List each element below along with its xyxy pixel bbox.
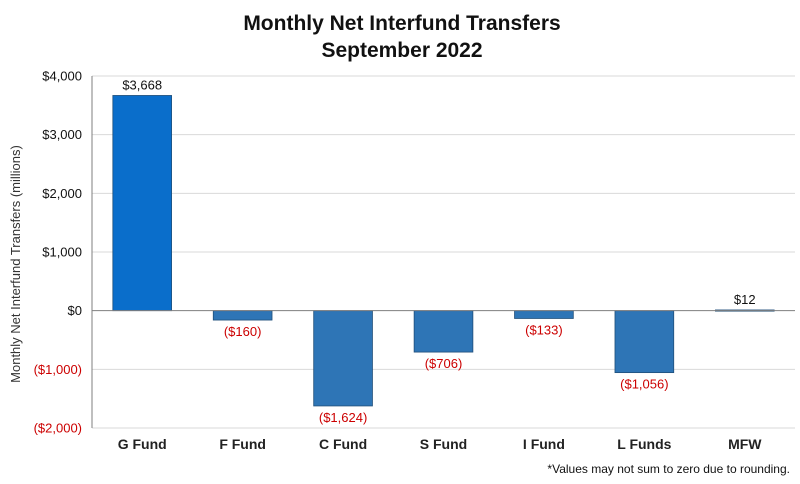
x-axis-categories: G Fund F Fund C Fund S Fund I Fund L Funds MFW	[118, 436, 763, 452]
gridlines	[92, 75, 795, 429]
x-category-label: F Fund	[219, 436, 266, 452]
y-axis-ticks: $4,000 $3,000 $2,000 $1,000 $0 ($1,000) ($2,00…	[34, 69, 82, 436]
y-tick-label: $0	[68, 303, 82, 318]
bars	[112, 95, 775, 407]
bar	[313, 310, 373, 407]
footnote: *Values may not sum to zero due to round…	[547, 462, 790, 476]
y-axis-label: Monthly Net Interfund Transfers (million…	[8, 145, 23, 383]
bar	[413, 310, 474, 353]
data-label: ($160)	[224, 324, 262, 339]
x-category-label: I Fund	[523, 436, 565, 452]
y-tick-label: $4,000	[42, 69, 82, 84]
x-category-label: MFW	[728, 436, 762, 452]
data-label: ($133)	[525, 322, 563, 337]
data-label: ($1,056)	[620, 377, 668, 392]
x-category-label: C Fund	[319, 436, 367, 452]
chart-title-line-2: September 2022	[321, 39, 482, 62]
chart-title-line-1: Monthly Net Interfund Transfers	[243, 12, 560, 35]
data-label: $12	[734, 292, 756, 307]
x-category-label: L Funds	[617, 436, 671, 452]
data-label: ($706)	[425, 356, 463, 371]
data-label: ($1,624)	[319, 410, 367, 425]
y-tick-label: $2,000	[42, 186, 82, 201]
y-tick-label: ($1,000)	[34, 362, 82, 377]
bar	[112, 95, 172, 312]
data-label: $3,668	[122, 77, 162, 92]
bar	[614, 310, 675, 374]
bar	[212, 310, 273, 321]
x-category-label: S Fund	[420, 436, 467, 452]
y-tick-label: $1,000	[42, 245, 82, 260]
x-category-label: G Fund	[118, 436, 167, 452]
bar	[514, 310, 574, 319]
y-tick-label: ($2,000)	[34, 421, 82, 436]
y-tick-label: $3,000	[42, 127, 82, 142]
data-labels: $3,668 ($160) ($1,624) ($706) ($133) ($1,056)…	[122, 77, 755, 424]
